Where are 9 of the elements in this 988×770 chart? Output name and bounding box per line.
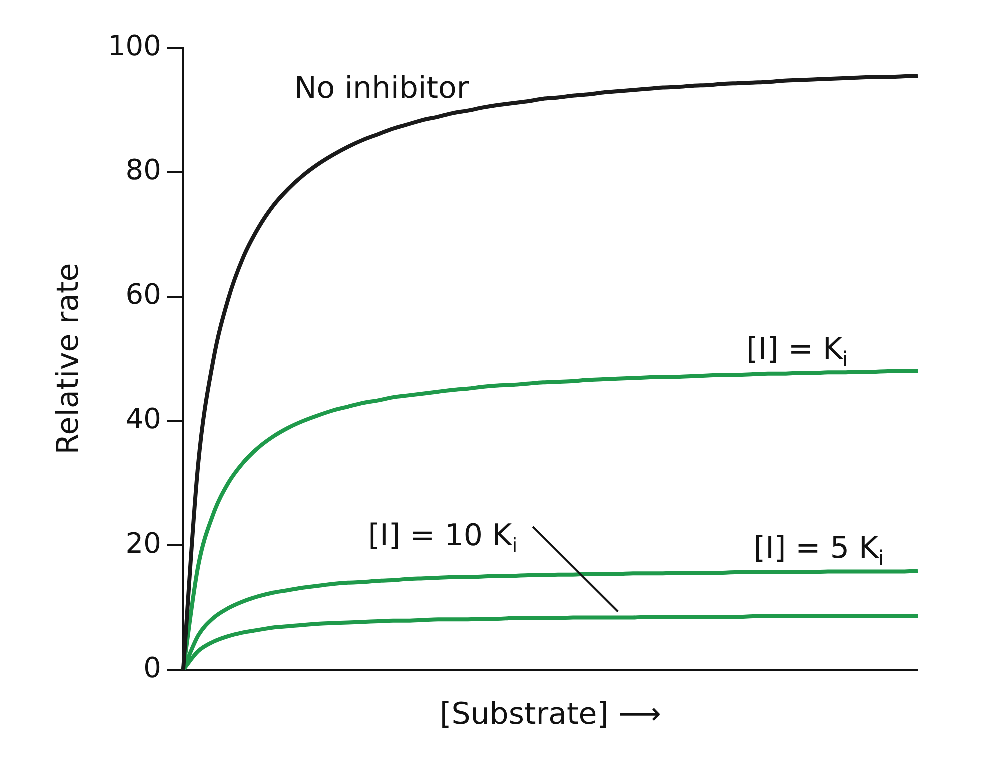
y-tick-label: 40 — [126, 402, 162, 436]
y-tick-label: 100 — [108, 29, 162, 62]
x-axis-title: [Substrate] ⟶ — [440, 696, 662, 732]
y-tick-label: 60 — [126, 278, 162, 312]
y-axis-title: Relative rate — [50, 263, 86, 455]
y-tick-label: 20 — [126, 526, 162, 560]
series-label: No inhibitor — [294, 70, 470, 106]
y-tick-label: 0 — [144, 651, 162, 684]
y-tick-label: 80 — [126, 154, 162, 187]
